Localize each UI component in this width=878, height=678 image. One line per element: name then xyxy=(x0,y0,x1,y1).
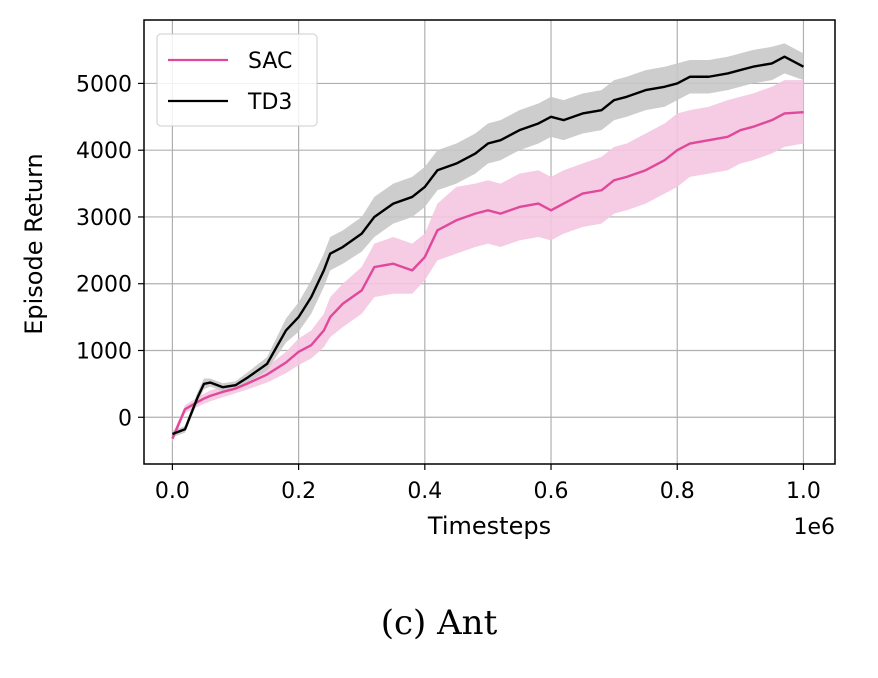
band-td3 xyxy=(172,43,804,438)
x-axis-label: Timesteps xyxy=(427,512,551,540)
chart-canvas: 0.0 0.2 0.4 0.6 0.8 1.0 0 1000 2000 3000 4000 5000… xyxy=(20,19,836,540)
y-tick-label: 0 xyxy=(118,406,132,431)
series-line-td3 xyxy=(171,55,805,436)
y-tick-label: 1000 xyxy=(76,339,132,364)
plot-frame xyxy=(143,19,836,465)
legend-label-sac: SAC xyxy=(248,49,292,74)
x-tick-label: 0.8 xyxy=(660,479,695,504)
x-tick-label: 0.6 xyxy=(534,479,569,504)
series-lines xyxy=(171,55,805,440)
y-axis-label: Episode Return xyxy=(20,153,48,335)
x-tick-label: 0.0 xyxy=(155,479,190,504)
x-axis-offset-text: 1e6 xyxy=(793,515,835,540)
y-axis-ticks: 0 1000 2000 3000 4000 5000 xyxy=(76,72,144,431)
legend-label-td3: TD3 xyxy=(247,90,292,115)
legend: SAC TD3 xyxy=(156,33,318,127)
x-tick-label: 0.4 xyxy=(407,479,442,504)
y-tick-label: 3000 xyxy=(76,206,132,231)
x-axis-ticks: 0.0 0.2 0.4 0.6 0.8 1.0 xyxy=(155,464,821,504)
legend-box xyxy=(156,33,318,127)
y-tick-label: 2000 xyxy=(76,273,132,298)
y-tick-label: 5000 xyxy=(76,72,132,97)
y-tick-label: 4000 xyxy=(76,139,132,164)
figure-caption: (c) Ant xyxy=(380,603,498,643)
x-tick-label: 0.2 xyxy=(281,479,316,504)
series-line-sac xyxy=(171,110,804,440)
x-tick-label: 1.0 xyxy=(786,479,821,504)
